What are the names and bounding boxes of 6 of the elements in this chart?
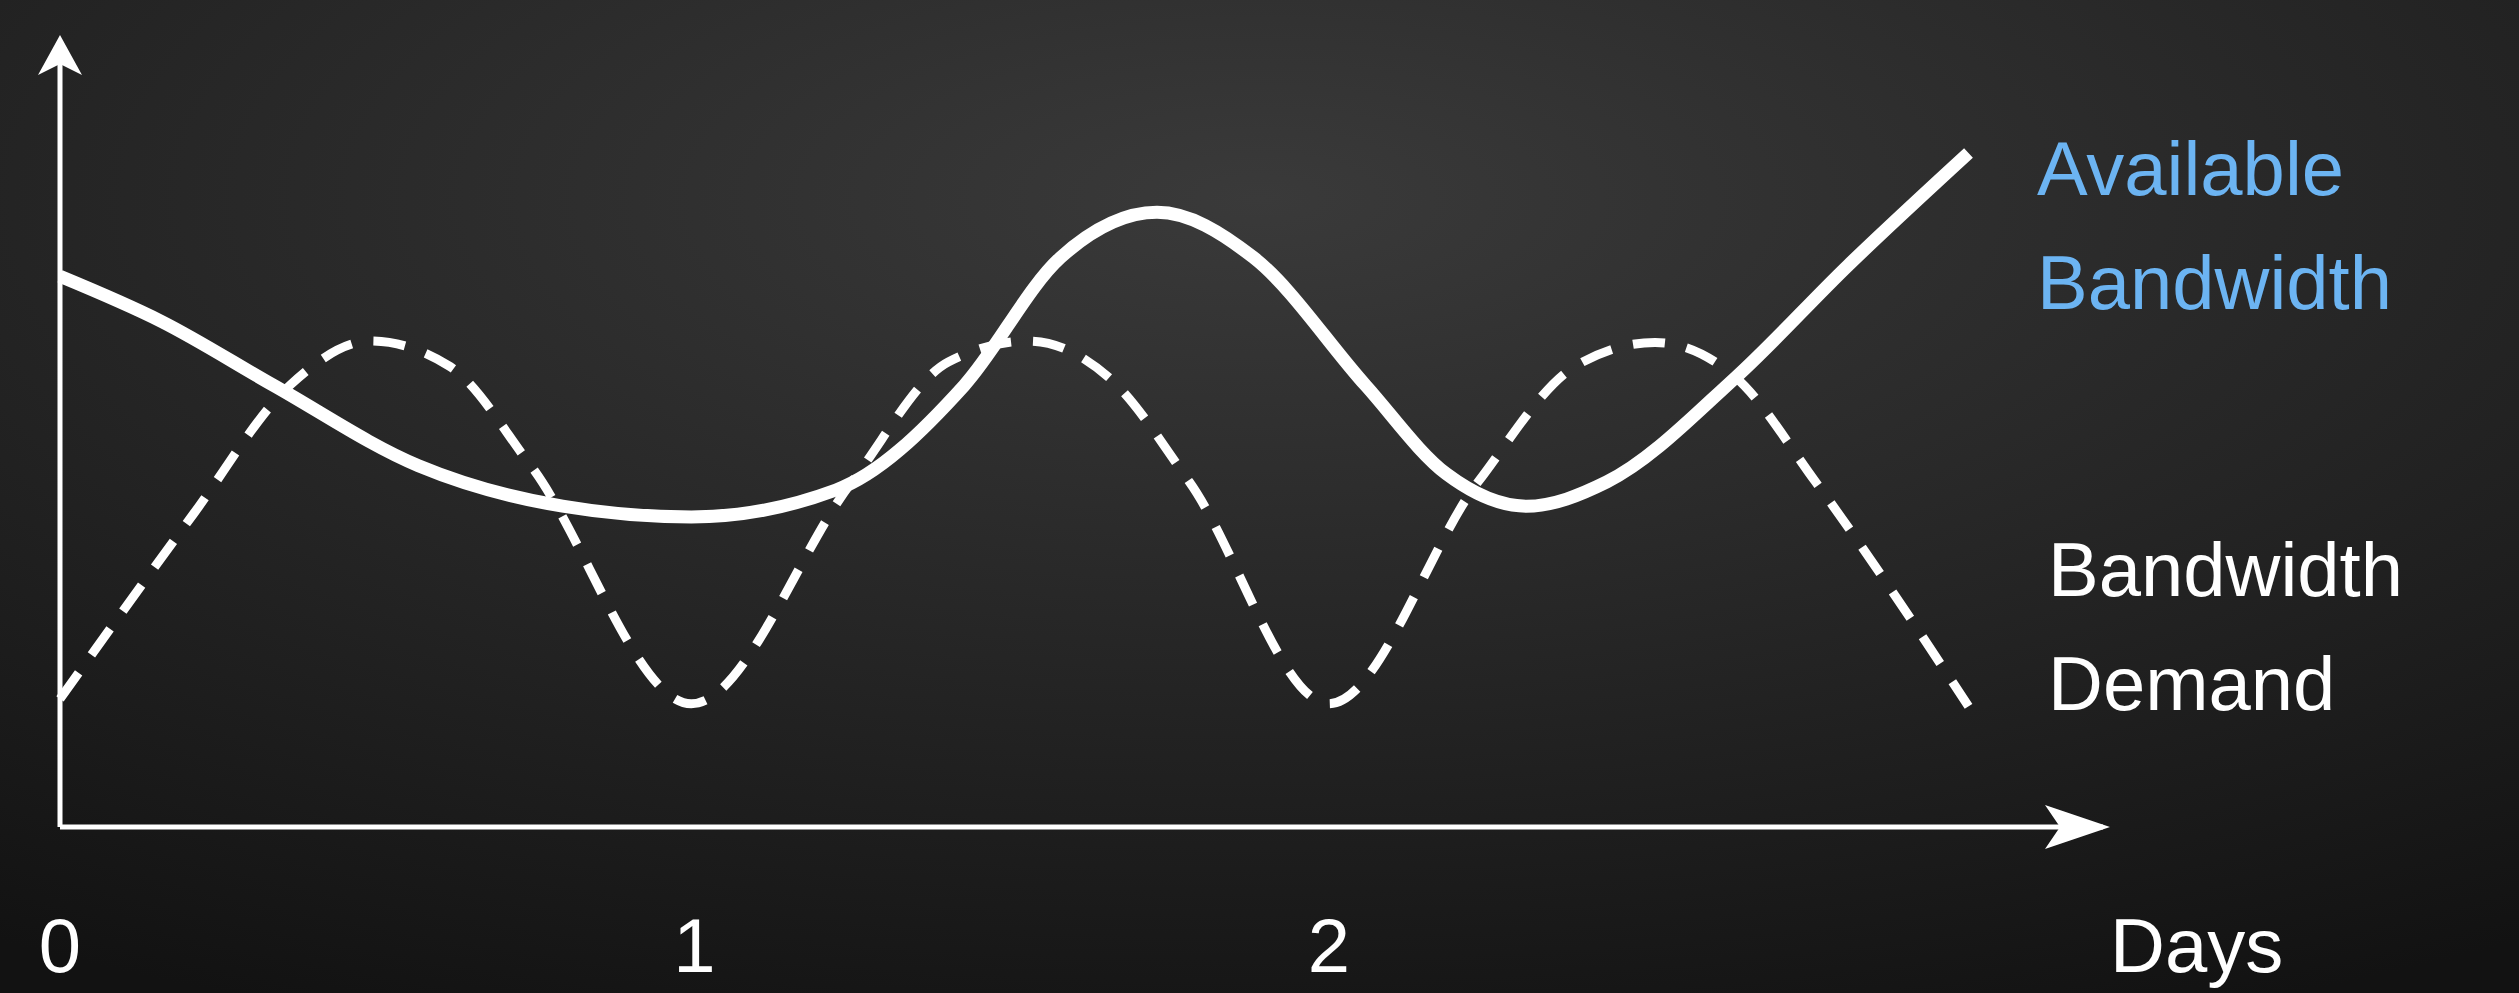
series-label: Bandwidth Demand [2048,527,2403,726]
x-tick-label: 2 [1307,903,1351,988]
x-axis-title: Days [2110,903,2284,988]
x-tick-label: 1 [673,903,716,988]
x-tick-label: 0 [38,903,82,988]
series-label: Available Bandwidth [2037,126,2392,325]
